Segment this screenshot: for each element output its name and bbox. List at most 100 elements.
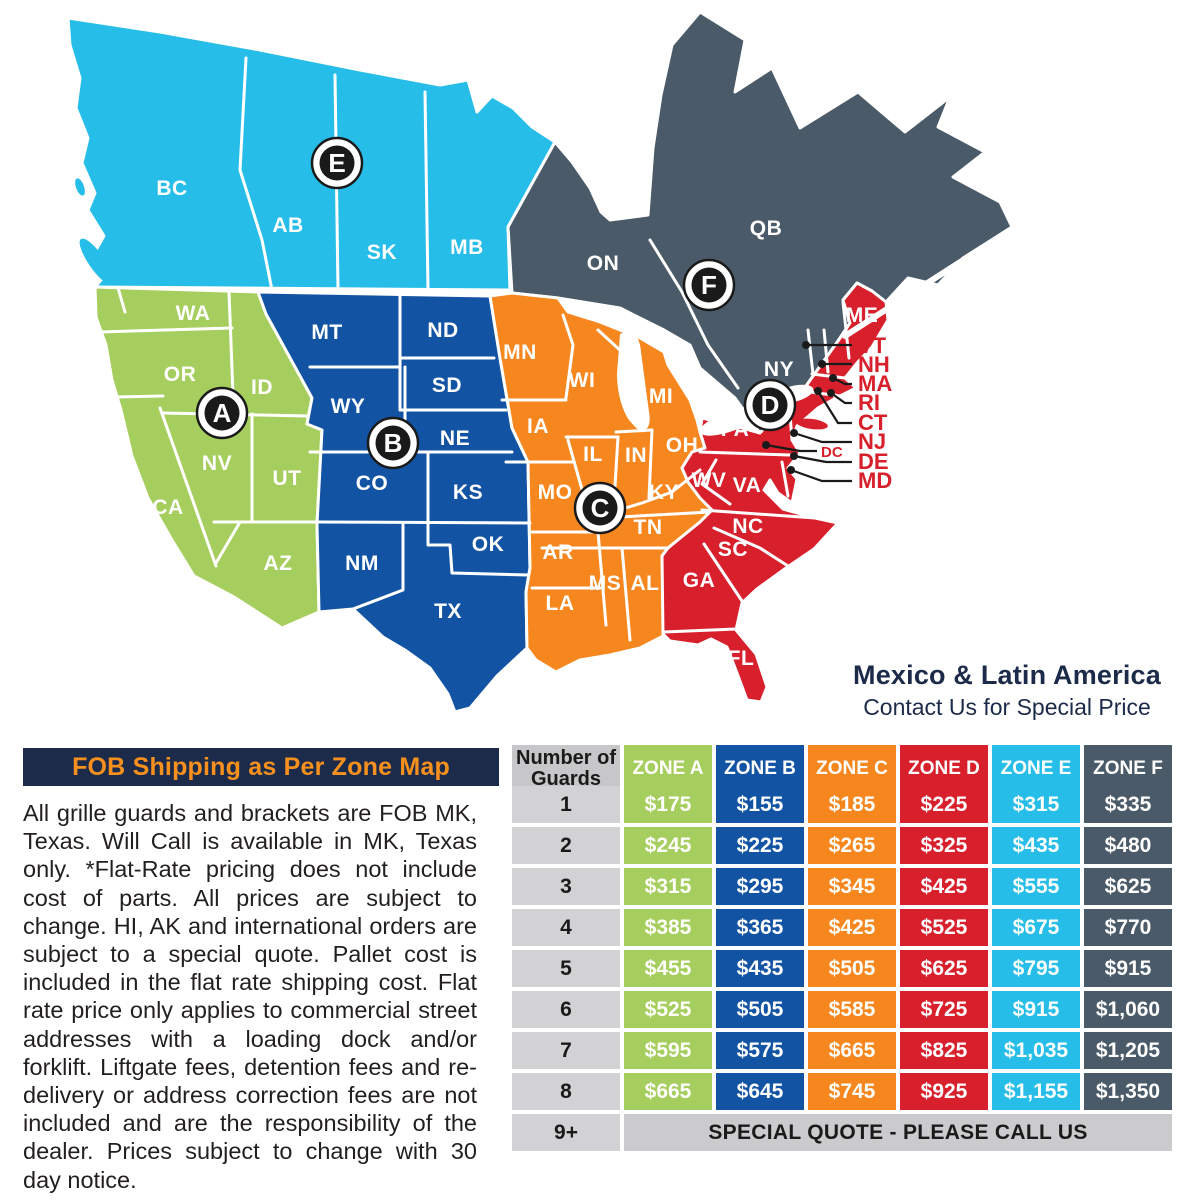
price-3-zone-f: $625 (1084, 868, 1172, 905)
price-8-zone-a: $665 (624, 1073, 712, 1110)
map-label-mb: MB (450, 236, 484, 259)
callout-line-dc (765, 443, 817, 453)
map-label-ky: KY (649, 481, 679, 504)
price-2-zone-a: $245 (624, 827, 712, 864)
callout-line-ct (817, 390, 852, 425)
shipping-info-panel: FOB Shipping as Per Zone Map All grille … (23, 748, 499, 1194)
special-quote-cell: SPECIAL QUOTE - PLEASE CALL US (624, 1114, 1172, 1151)
price-8-zone-d: $925 (900, 1073, 988, 1110)
price-5-zone-e: $795 (992, 950, 1080, 987)
map-label-tn: TN (634, 516, 663, 539)
table-header-zone-c: ZONE C (808, 745, 896, 793)
map-label-wy: WY (331, 395, 366, 418)
price-7-zone-a: $595 (624, 1032, 712, 1069)
zone-badge-b: B (366, 416, 420, 470)
price-8-zone-c: $745 (808, 1073, 896, 1110)
map-label-sc: SC (718, 538, 748, 561)
callout-label-dc: DC (821, 444, 843, 461)
price-6-zone-c: $585 (808, 991, 896, 1028)
table-header-zone-a: ZONE A (624, 745, 712, 793)
map-label-ga: GA (683, 569, 716, 592)
table-header-zone-b: ZONE B (716, 745, 804, 793)
price-7-zone-d: $825 (900, 1032, 988, 1069)
svg-text:B: B (384, 428, 403, 458)
table-row-4-guards: 4 (512, 909, 620, 946)
zone-badge-d: D (743, 378, 797, 432)
map-label-bc: BC (156, 177, 187, 200)
price-4-zone-c: $425 (808, 909, 896, 946)
callout-dot-nh (818, 360, 826, 368)
price-3-zone-e: $555 (992, 868, 1080, 905)
svg-text:F: F (701, 270, 717, 300)
zone-e-shape (66, 16, 557, 292)
map-label-mi: MI (649, 385, 673, 408)
map-label-wi: WI (569, 369, 596, 392)
map-label-id: ID (251, 376, 273, 399)
map-label-tx: TX (434, 600, 462, 623)
callout-label-md: MD (858, 468, 892, 493)
price-7-zone-b: $575 (716, 1032, 804, 1069)
vancouver-island (79, 238, 115, 286)
zone-d-shape (660, 281, 890, 704)
svg-text:E: E (328, 148, 345, 178)
table-row-8-guards: 8 (512, 1073, 620, 1110)
map-label-al: AL (631, 572, 660, 595)
map-label-ca: CA (152, 496, 183, 519)
callout-label-ma: MA (858, 371, 892, 396)
price-5-zone-a: $455 (624, 950, 712, 987)
map-label-qb: QB (750, 217, 783, 240)
map-label-me: ME (846, 304, 879, 327)
map-label-ks: KS (453, 481, 483, 504)
price-2-zone-f: $480 (1084, 827, 1172, 864)
map-label-ne: NE (440, 427, 470, 450)
price-5-zone-b: $435 (716, 950, 804, 987)
zone-badge-e: E (310, 136, 364, 190)
zone-badge-f: F (682, 258, 736, 312)
state-borders (98, 56, 1013, 642)
price-1-zone-b: $155 (716, 786, 804, 823)
price-4-zone-b: $365 (716, 909, 804, 946)
price-2-zone-d: $325 (900, 827, 988, 864)
mexico-note-subtitle: Contact Us for Special Price (863, 694, 1151, 720)
map-label-nc: NC (732, 515, 763, 538)
map-label-az: AZ (264, 552, 293, 575)
map-label-on: ON (587, 252, 620, 275)
map-label-co: CO (356, 472, 389, 495)
callout-label-de: DE (858, 449, 889, 474)
map-label-la: LA (546, 592, 575, 615)
map-label-sd: SD (432, 374, 462, 397)
zone-pricing-table: Number of Guards ZONE A ZONE B ZONE C ZONE D… (512, 745, 1172, 1151)
callout-label-ri: RI (858, 390, 880, 415)
price-2-zone-e: $435 (992, 827, 1080, 864)
map-label-oh: OH (666, 434, 699, 457)
map-label-nv: NV (202, 452, 232, 475)
map-label-ok: OK (472, 533, 505, 556)
price-4-zone-e: $675 (992, 909, 1080, 946)
map-label-ny: NY (764, 358, 794, 381)
price-2-zone-c: $265 (808, 827, 896, 864)
map-label-wv: WV (692, 469, 727, 492)
map-label-fl: FL (728, 647, 755, 670)
callout-line-ma (832, 377, 852, 386)
price-5-zone-d: $625 (900, 950, 988, 987)
price-6-zone-a: $525 (624, 991, 712, 1028)
price-6-zone-e: $915 (992, 991, 1080, 1028)
map-label-ar: AR (542, 541, 573, 564)
callout-line-ri (830, 392, 852, 405)
price-3-zone-d: $425 (900, 868, 988, 905)
price-2-zone-b: $225 (716, 827, 804, 864)
price-7-zone-c: $665 (808, 1032, 896, 1069)
svg-text:D: D (761, 390, 780, 420)
callout-line-nj (793, 431, 852, 444)
map-label-ia: IA (527, 415, 549, 438)
zone-shapes (66, 10, 1014, 714)
callout-dot-ct (814, 387, 822, 395)
info-panel-body: All grille guards and brackets are FOB M… (23, 800, 477, 1193)
price-8-zone-f: $1,350 (1084, 1073, 1172, 1110)
map-label-ms: MS (589, 572, 622, 595)
map-label-pa: PA (721, 418, 750, 441)
price-4-zone-f: $770 (1084, 909, 1172, 946)
price-6-zone-f: $1,060 (1084, 991, 1172, 1028)
